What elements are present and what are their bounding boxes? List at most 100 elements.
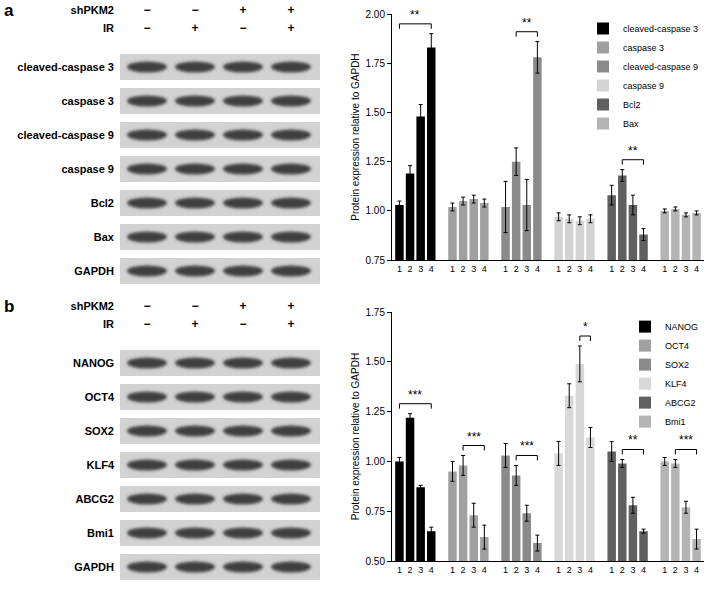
svg-text:−: − bbox=[191, 3, 198, 17]
svg-text:3: 3 bbox=[524, 264, 529, 274]
svg-text:3: 3 bbox=[418, 565, 423, 575]
svg-text:***: *** bbox=[679, 433, 693, 447]
svg-text:**: ** bbox=[628, 144, 638, 158]
svg-text:1.00: 1.00 bbox=[366, 205, 386, 216]
svg-text:−: − bbox=[239, 21, 246, 35]
svg-text:−: − bbox=[143, 21, 150, 35]
svg-text:1: 1 bbox=[556, 264, 561, 274]
svg-text:Bax: Bax bbox=[623, 119, 639, 129]
svg-text:b: b bbox=[4, 297, 14, 316]
svg-text:4: 4 bbox=[429, 264, 434, 274]
svg-text:2: 2 bbox=[620, 565, 625, 575]
svg-text:2: 2 bbox=[567, 264, 572, 274]
svg-text:2: 2 bbox=[567, 565, 572, 575]
svg-text:Bcl2: Bcl2 bbox=[91, 197, 114, 209]
svg-text:4: 4 bbox=[429, 565, 434, 575]
svg-text:SOX2: SOX2 bbox=[665, 360, 689, 370]
svg-text:3: 3 bbox=[524, 565, 529, 575]
svg-text:3: 3 bbox=[630, 264, 635, 274]
svg-text:2: 2 bbox=[514, 264, 519, 274]
svg-text:−: − bbox=[143, 3, 150, 17]
svg-text:**: ** bbox=[522, 16, 532, 30]
svg-text:ABCG2: ABCG2 bbox=[75, 493, 114, 505]
svg-text:4: 4 bbox=[641, 264, 646, 274]
svg-text:NANOG: NANOG bbox=[73, 357, 114, 369]
svg-text:3: 3 bbox=[630, 565, 635, 575]
svg-text:+: + bbox=[191, 21, 198, 35]
svg-text:3: 3 bbox=[683, 264, 688, 274]
svg-text:1: 1 bbox=[503, 264, 508, 274]
svg-text:4: 4 bbox=[588, 565, 593, 575]
svg-text:cleaved-caspase 3: cleaved-caspase 3 bbox=[623, 24, 698, 34]
svg-text:Protein expression relative to: Protein expression relative to GAPDH bbox=[350, 53, 361, 220]
svg-text:+: + bbox=[239, 299, 246, 313]
svg-text:KLF4: KLF4 bbox=[665, 379, 687, 389]
svg-text:KLF4: KLF4 bbox=[87, 459, 115, 471]
svg-text:4: 4 bbox=[588, 264, 593, 274]
svg-text:1: 1 bbox=[662, 565, 667, 575]
svg-text:*: * bbox=[583, 320, 588, 334]
svg-text:1.25: 1.25 bbox=[366, 156, 386, 167]
svg-text:+: + bbox=[239, 3, 246, 17]
svg-text:a: a bbox=[4, 1, 14, 20]
svg-text:+: + bbox=[287, 317, 294, 331]
svg-text:1: 1 bbox=[609, 565, 614, 575]
svg-text:1: 1 bbox=[609, 264, 614, 274]
svg-text:+: + bbox=[287, 299, 294, 313]
svg-text:Bcl2: Bcl2 bbox=[623, 100, 641, 110]
svg-text:4: 4 bbox=[694, 264, 699, 274]
svg-text:NANOG: NANOG bbox=[665, 322, 698, 332]
svg-text:1.50: 1.50 bbox=[366, 107, 386, 118]
svg-text:0.75: 0.75 bbox=[366, 506, 386, 517]
svg-text:1.75: 1.75 bbox=[366, 58, 386, 69]
svg-text:1.75: 1.75 bbox=[366, 307, 386, 318]
svg-text:−: − bbox=[143, 317, 150, 331]
svg-text:Bax: Bax bbox=[94, 231, 115, 243]
svg-text:0.75: 0.75 bbox=[366, 255, 386, 266]
svg-text:GAPDH: GAPDH bbox=[74, 265, 114, 277]
svg-text:2: 2 bbox=[514, 565, 519, 575]
svg-text:0.50: 0.50 bbox=[366, 556, 386, 567]
svg-text:Bmi1: Bmi1 bbox=[87, 527, 114, 539]
svg-text:caspase 9: caspase 9 bbox=[61, 163, 114, 175]
svg-text:+: + bbox=[287, 3, 294, 17]
svg-text:−: − bbox=[191, 299, 198, 313]
svg-text:GAPDH: GAPDH bbox=[74, 561, 114, 573]
svg-text:+: + bbox=[191, 317, 198, 331]
svg-text:4: 4 bbox=[482, 264, 487, 274]
svg-text:1: 1 bbox=[450, 264, 455, 274]
svg-text:1: 1 bbox=[450, 565, 455, 575]
svg-text:**: ** bbox=[628, 433, 638, 447]
svg-text:IR: IR bbox=[103, 318, 114, 330]
svg-text:2: 2 bbox=[461, 565, 466, 575]
svg-text:***: *** bbox=[520, 439, 534, 453]
svg-text:4: 4 bbox=[535, 264, 540, 274]
svg-text:cleaved-caspase 9: cleaved-caspase 9 bbox=[17, 129, 114, 141]
svg-text:SOX2: SOX2 bbox=[85, 425, 114, 437]
svg-text:1.25: 1.25 bbox=[366, 406, 386, 417]
svg-text:Bmi1: Bmi1 bbox=[665, 417, 686, 427]
svg-text:**: ** bbox=[410, 8, 420, 22]
svg-text:caspase 9: caspase 9 bbox=[623, 81, 664, 91]
svg-text:shPKM2: shPKM2 bbox=[71, 4, 114, 16]
svg-text:3: 3 bbox=[683, 565, 688, 575]
svg-text:4: 4 bbox=[535, 565, 540, 575]
svg-text:1: 1 bbox=[556, 565, 561, 575]
svg-text:3: 3 bbox=[577, 264, 582, 274]
svg-text:1: 1 bbox=[397, 264, 402, 274]
svg-text:+: + bbox=[287, 21, 294, 35]
svg-text:4: 4 bbox=[641, 565, 646, 575]
svg-text:2: 2 bbox=[461, 264, 466, 274]
svg-text:caspase 3: caspase 3 bbox=[623, 43, 664, 53]
svg-text:caspase 3: caspase 3 bbox=[61, 95, 114, 107]
svg-text:4: 4 bbox=[482, 565, 487, 575]
svg-text:1: 1 bbox=[662, 264, 667, 274]
svg-text:2.00: 2.00 bbox=[366, 9, 386, 20]
svg-text:4: 4 bbox=[694, 565, 699, 575]
svg-text:IR: IR bbox=[103, 22, 114, 34]
svg-text:***: *** bbox=[408, 388, 422, 402]
svg-text:Protein expression relative to: Protein expression relative to GAPDH bbox=[350, 353, 361, 520]
svg-text:3: 3 bbox=[471, 565, 476, 575]
svg-text:shPKM2: shPKM2 bbox=[71, 300, 114, 312]
svg-text:3: 3 bbox=[418, 264, 423, 274]
